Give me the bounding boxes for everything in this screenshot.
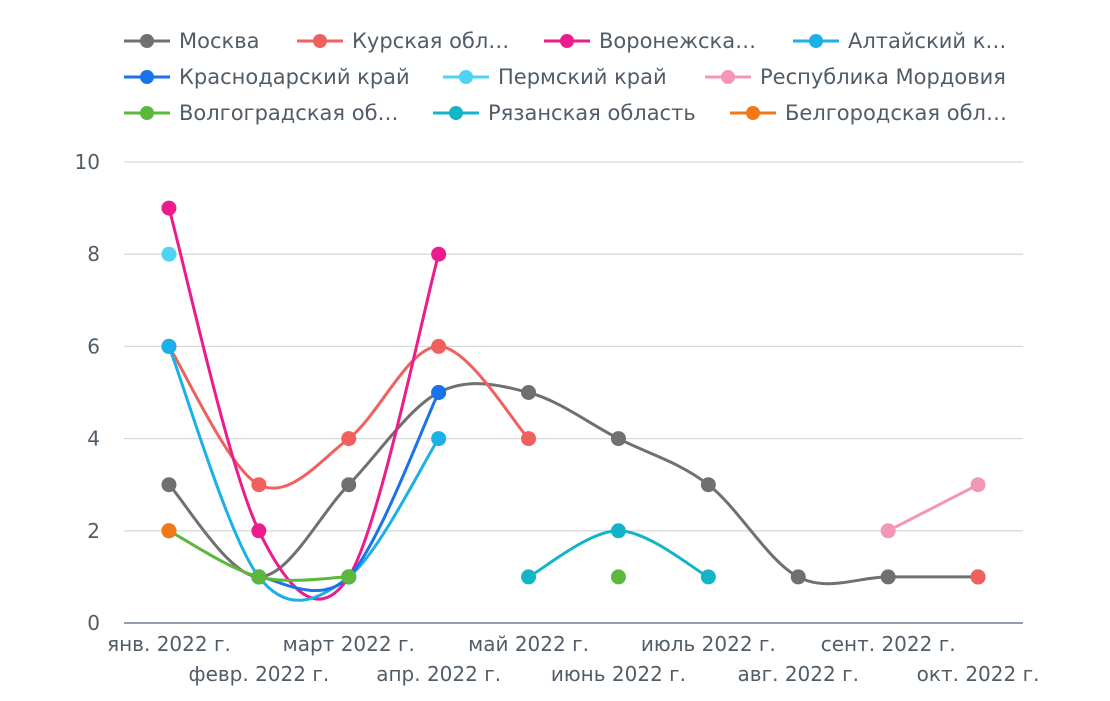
series-line [167, 344, 441, 602]
chart-series [161, 200, 986, 602]
legend-marker [746, 106, 760, 120]
data-point [161, 246, 177, 262]
data-point [880, 523, 896, 539]
series-line [167, 206, 441, 601]
series-москва [161, 382, 986, 586]
x-tick-label: март 2022 г. [283, 632, 415, 656]
data-point [610, 523, 626, 539]
data-point [431, 246, 447, 262]
series-волгоградская-область [161, 523, 626, 585]
legend-item-краснодарский-край[interactable]: Краснодарский край [124, 65, 410, 89]
legend-item-республика-мордовия[interactable]: Республика Мордовия [705, 65, 1006, 89]
y-tick-label: 2 [87, 519, 100, 543]
legend-label: Рязанская область [488, 101, 696, 125]
data-point [610, 431, 626, 447]
y-axis: 0 2 4 6 8 10 [75, 150, 100, 635]
data-point [610, 569, 626, 585]
data-point [251, 569, 267, 585]
chart-gridlines [124, 161, 1023, 532]
series-алтайский-край [161, 338, 447, 602]
legend-marker [459, 70, 473, 84]
data-point [161, 338, 177, 354]
legend-marker [809, 34, 823, 48]
series-рязанская-область [521, 523, 716, 585]
data-point [700, 569, 716, 585]
data-point [341, 431, 357, 447]
series-белгородская-область [161, 523, 177, 539]
y-tick-label: 6 [87, 334, 100, 358]
y-tick-label: 4 [87, 427, 100, 451]
data-point [521, 385, 537, 400]
x-axis: янв. 2022 г. февр. 2022 г. март 2022 г. апр… [107, 622, 1040, 686]
series-line [167, 382, 980, 586]
legend-marker [721, 70, 735, 84]
data-point [521, 431, 537, 447]
data-point [251, 477, 267, 493]
legend-marker [140, 106, 154, 120]
legend-label: Алтайский к… [848, 29, 1006, 53]
x-tick-label: июнь 2022 г. [551, 662, 686, 686]
data-point [431, 338, 447, 354]
y-tick-label: 10 [75, 150, 100, 174]
y-tick-label: 8 [87, 242, 100, 266]
x-tick-label: окт. 2022 г. [917, 662, 1040, 686]
legend-label: Воронежска… [599, 29, 756, 53]
x-tick-label: февр. 2022 г. [188, 662, 329, 686]
data-point [970, 477, 986, 493]
data-point [161, 200, 177, 216]
legend-marker [313, 34, 327, 48]
legend-label: Курская обл… [352, 29, 509, 53]
legend-item-москва[interactable]: Москва [124, 29, 259, 53]
legend-item-воронежская-область[interactable]: Воронежска… [544, 29, 756, 53]
x-tick-label: янв. 2022 г. [107, 632, 231, 656]
legend-label: Краснодарский край [179, 65, 410, 89]
legend-label: Белгородская обл… [785, 101, 1007, 125]
legend-label: Пермский край [498, 65, 667, 89]
data-point [161, 523, 177, 539]
series-воронежская-область [161, 200, 447, 601]
data-point [431, 385, 447, 400]
data-point [970, 569, 986, 585]
legend-marker [449, 106, 463, 120]
data-point [161, 477, 177, 493]
data-point [521, 569, 537, 585]
series-республика-мордовия [880, 477, 986, 539]
data-point [251, 523, 267, 539]
data-point [790, 569, 806, 585]
legend-item-волгоградская-область[interactable]: Волгоградская об… [124, 101, 399, 125]
legend-label: Республика Мордовия [760, 65, 1006, 89]
legend-item-курская-область[interactable]: Курская обл… [297, 29, 509, 53]
series-пермский-край [161, 246, 177, 262]
legend-item-белгородская-область[interactable]: Белгородская обл… [730, 101, 1007, 125]
legend-marker [140, 70, 154, 84]
legend-marker [560, 34, 574, 48]
legend-label: Волгоградская об… [179, 101, 399, 125]
x-tick-label: июль 2022 г. [641, 632, 776, 656]
legend-item-пермский-край[interactable]: Пермский край [443, 65, 667, 89]
legend-marker [140, 34, 154, 48]
data-point [880, 569, 896, 585]
legend-item-алтайский-край[interactable]: Алтайский к… [793, 29, 1006, 53]
data-point [431, 431, 447, 447]
series-line [886, 483, 980, 533]
x-tick-label: авг. 2022 г. [738, 662, 859, 686]
legend-item-рязанская-область[interactable]: Рязанская область [433, 101, 696, 125]
x-tick-label: апр. 2022 г. [376, 662, 501, 686]
legend-label: Москва [179, 29, 259, 53]
x-tick-label: сент. 2022 г. [821, 632, 956, 656]
data-point [700, 477, 716, 493]
series-line [257, 391, 441, 592]
y-tick-label: 0 [87, 611, 100, 635]
data-point [341, 477, 357, 493]
x-tick-label: май 2022 г. [468, 632, 589, 656]
chart-legend: Москва Курская обл… Воронежска… Алтайский к… [124, 29, 1007, 125]
data-point [341, 569, 357, 585]
